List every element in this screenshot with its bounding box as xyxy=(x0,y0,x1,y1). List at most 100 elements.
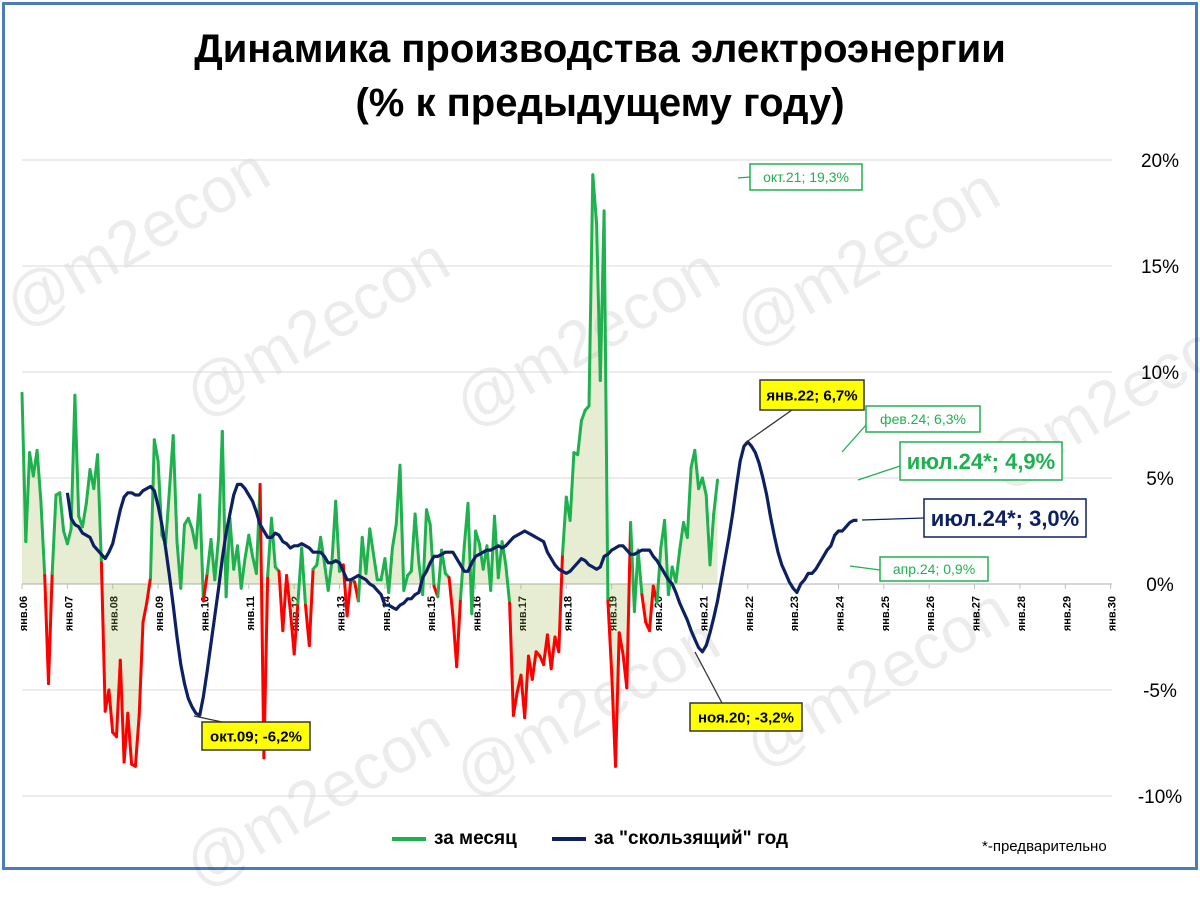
x-tick-label: янв.28 xyxy=(1016,596,1028,631)
monthly-segment-positive xyxy=(65,527,73,546)
monthly-segment-positive xyxy=(459,544,466,601)
legend-label-monthly: за месяц xyxy=(434,828,517,849)
legend-item-monthly: за месяц xyxy=(392,828,517,850)
x-tick-label: янв.16 xyxy=(472,596,484,631)
y-tick-label: 5% xyxy=(1146,469,1174,490)
monthly-series-fill xyxy=(22,174,718,767)
monthly-segment-positive xyxy=(576,419,583,457)
x-tick-label: янв.24 xyxy=(834,595,846,631)
callout-leader xyxy=(861,517,925,521)
monthly-segment-positive xyxy=(35,448,43,503)
monthly-segment-negative xyxy=(126,711,134,766)
monthly-segment-positive xyxy=(685,465,693,539)
title-line-1: Динамика производства электроэнергии xyxy=(194,27,1006,71)
x-tick-label: янв.19 xyxy=(608,596,620,631)
callout-leader xyxy=(737,176,751,179)
monthly-segment-negative xyxy=(258,482,266,760)
callout-box xyxy=(759,379,865,411)
x-tick-label: янв.22 xyxy=(744,596,756,631)
chart-title: Динамика производства электроэнергии (% … xyxy=(0,22,1200,130)
monthly-segment-negative xyxy=(625,521,633,690)
x-tick-label: янв.29 xyxy=(1061,596,1073,631)
monthly-segment-negative xyxy=(606,599,614,675)
callout-label: апр.24; 0,9% xyxy=(893,561,975,577)
x-tick-label: янв.30 xyxy=(1107,596,1119,631)
legend: за месяц за "скользящий" год xyxy=(0,826,1200,856)
monthly-segment-positive xyxy=(579,408,587,423)
monthly-segment-positive xyxy=(602,209,610,603)
monthly-segment-positive xyxy=(700,476,708,497)
legend-item-rolling: за "скользящий" год xyxy=(552,828,788,850)
monthly-segment-positive xyxy=(300,546,307,607)
monthly-segment-positive xyxy=(504,563,512,605)
monthly-segment-positive xyxy=(390,523,398,550)
monthly-segment-positive xyxy=(171,434,179,544)
monthly-segment-negative xyxy=(345,578,353,618)
monthly-segment-positive xyxy=(591,173,599,226)
callout-leader xyxy=(857,465,901,481)
monthly-segment-negative xyxy=(614,631,621,768)
callout-label: июл.24*; 4,9% xyxy=(907,449,1055,474)
monthly-segment-positive xyxy=(149,438,156,580)
monthly-segment-positive xyxy=(213,535,221,582)
monthly-segment-positive xyxy=(224,516,232,599)
monthly-segment-positive xyxy=(319,535,326,565)
monthly-segment-positive xyxy=(387,546,394,594)
monthly-segment-positive xyxy=(220,429,228,599)
monthly-segment-negative xyxy=(549,635,557,671)
callout-leader xyxy=(841,424,867,453)
monthly-segment-positive xyxy=(428,523,436,588)
x-tick-label: янв.09 xyxy=(154,596,166,631)
callout-label: июл.24*; 3,0% xyxy=(931,506,1079,531)
callout-leader xyxy=(744,409,793,444)
monthly-segment-positive xyxy=(587,173,595,408)
legend-label-rolling: за "скользящий" год xyxy=(594,828,789,849)
callout-label: окт.09; -6,2% xyxy=(210,728,302,745)
x-tick-label: янв.20 xyxy=(653,596,665,631)
monthly-segment-negative xyxy=(617,631,625,656)
monthly-segment-positive xyxy=(470,529,478,616)
monthly-segment-negative xyxy=(118,658,126,764)
monthly-segment-positive xyxy=(186,516,194,531)
x-tick-label: янв.26 xyxy=(925,596,937,631)
callout-label: окт.21; 19,3% xyxy=(763,169,849,185)
monthly-segment-positive xyxy=(152,438,160,463)
monthly-segment-negative xyxy=(640,593,648,624)
footnote: *-предварительно xyxy=(982,838,1107,855)
monthly-segment-positive xyxy=(84,468,92,505)
x-tick-label: янв.06 xyxy=(18,596,30,631)
monthly-segment-positive xyxy=(239,557,247,590)
x-tick-label: янв.27 xyxy=(971,596,983,631)
callout-box xyxy=(923,498,1087,538)
monthly-segment-positive xyxy=(236,544,243,590)
monthly-segment-positive xyxy=(655,546,663,605)
monthly-segment-negative xyxy=(508,601,515,717)
monthly-segment-positive xyxy=(708,512,716,567)
monthly-segment-positive xyxy=(356,535,364,603)
callout-box xyxy=(689,702,803,732)
monthly-segment-positive xyxy=(228,516,236,571)
callout-leader xyxy=(849,565,881,571)
callout-label: фев.24; 6,3% xyxy=(880,411,966,427)
callout-box xyxy=(879,556,989,582)
y-tick-label: -10% xyxy=(1138,787,1182,808)
monthly-segment-positive xyxy=(500,540,508,567)
monthly-segment-positive xyxy=(413,512,421,565)
y-tick-label: 15% xyxy=(1141,257,1179,278)
monthly-segment-negative xyxy=(511,690,519,717)
title-line-2: (% к предыдущему году) xyxy=(355,81,845,125)
monthly-segment-positive xyxy=(81,501,88,529)
monthly-segment-positive xyxy=(636,548,644,597)
monthly-segment-negative xyxy=(530,650,538,681)
x-tick-label: янв.21 xyxy=(698,596,710,631)
chart-svg: -10% -5% 0% 5% 10% 15% 20% янв.06 янв.07 янв.08 ян… xyxy=(18,151,1182,808)
monthly-segment-negative xyxy=(307,567,315,647)
monthly-segment-negative xyxy=(133,713,141,768)
monthly-segment-positive xyxy=(96,453,103,565)
callout-box xyxy=(749,163,863,191)
monthly-segment-positive xyxy=(39,499,47,577)
y-tick-label: -5% xyxy=(1143,681,1177,702)
x-tick-label: янв.11 xyxy=(245,596,257,631)
monthly-segment-negative xyxy=(648,584,655,633)
monthly-segment-positive xyxy=(247,533,255,558)
